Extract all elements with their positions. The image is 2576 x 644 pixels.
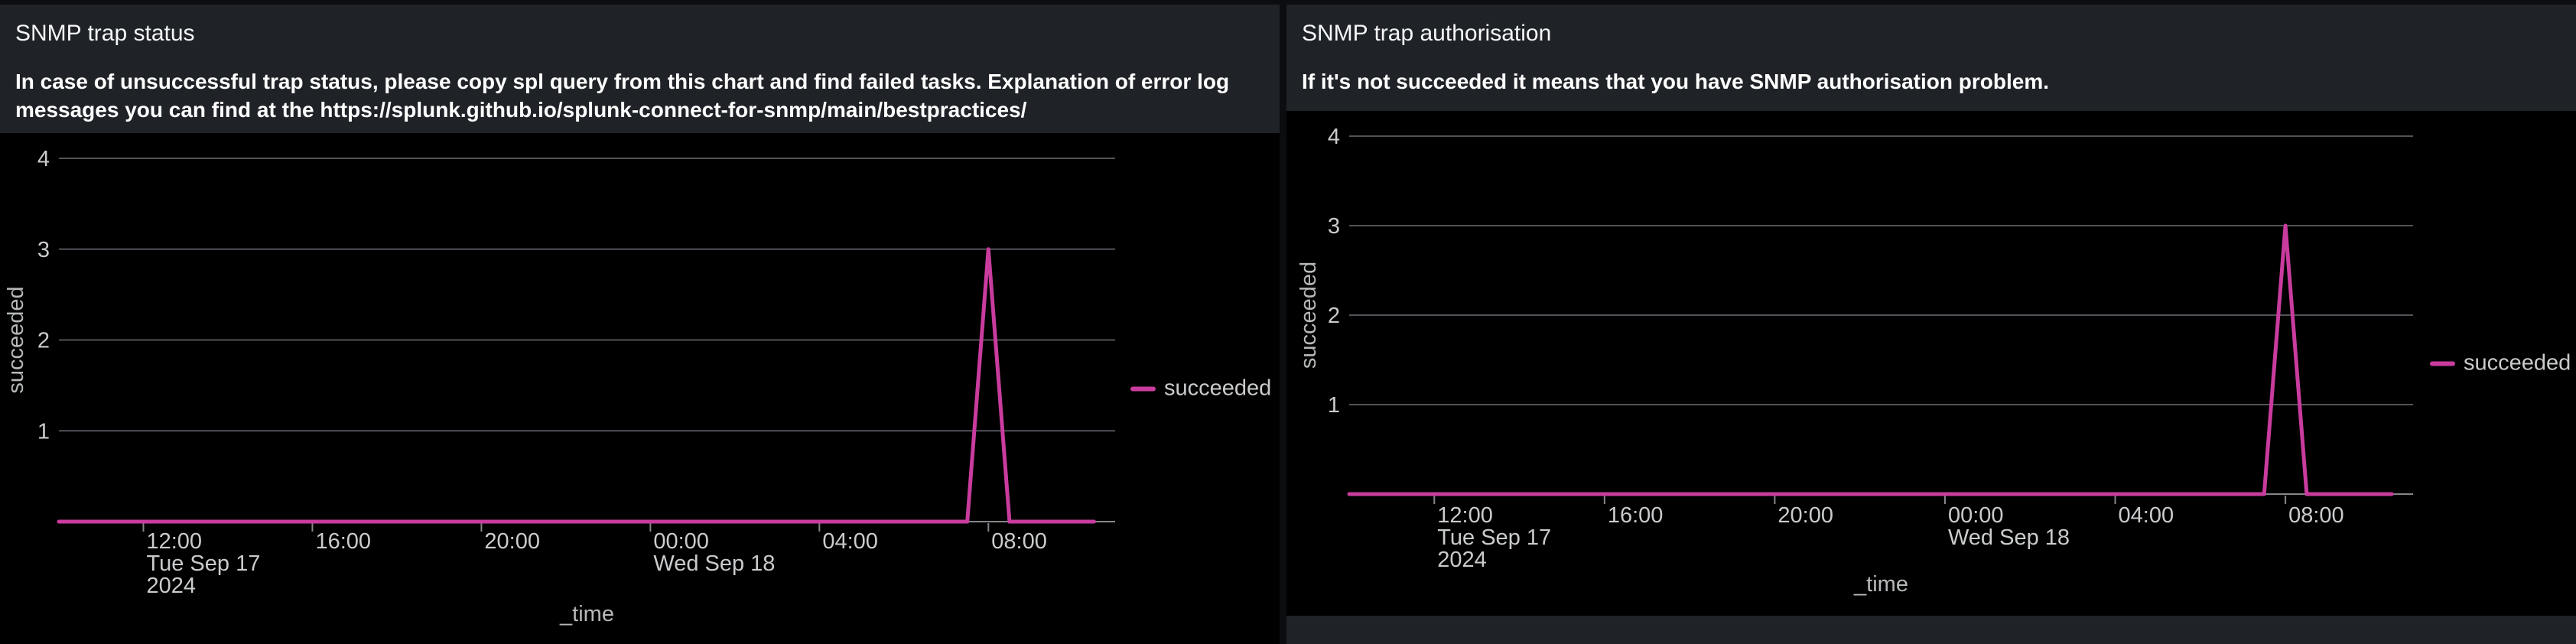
y-tick-label: 3 [37,238,50,262]
y-tick-label: 2 [37,329,50,353]
y-tick-label: 3 [1328,214,1340,239]
y-axis-title: succeeded [1296,262,1321,369]
x-tick-label: 12:00 [1437,503,1493,528]
panel-header: SNMP trap authorisation If it's not succ… [1286,5,2576,96]
x-tick-label: 2024 [1437,548,1487,572]
legend[interactable]: succeeded [1130,376,1271,402]
panel-description: In case of unsuccessful trap status, ple… [15,70,1230,122]
x-tick-label: 16:00 [315,529,371,554]
panel-header: SNMP trap status In case of unsuccessful… [0,5,1280,124]
x-tick-label: 00:00 [1948,503,2004,528]
series-line-succeeded[interactable] [57,247,1096,524]
y-axis-title: succeeded [4,286,28,393]
x-tick-label: 04:00 [822,529,878,554]
x-tick-label: Tue Sep 17 [1437,525,1551,550]
legend[interactable]: succeeded [2430,351,2571,376]
panel-title: SNMP trap authorisation [1302,21,1552,46]
panel-description: If it's not succeeded it means that you … [1302,70,2049,93]
x-axis-title: _time [1853,572,1908,597]
x-tick-label: 00:00 [653,529,709,554]
legend-swatch-icon [1130,386,1156,391]
legend-label: succeeded [2464,350,2571,376]
x-tick-label: 04:00 [2119,503,2174,528]
x-axis-title: _time [559,602,614,626]
x-tick-label: 12:00 [146,529,202,554]
x-tick-label: Wed Sep 18 [1948,525,2070,550]
series-line-succeeded[interactable] [1347,223,2394,496]
x-tick-label: 20:00 [484,529,540,554]
x-tick-label: 16:00 [1608,503,1664,528]
y-tick-label: 1 [1328,393,1340,418]
x-tick-label: 08:00 [2288,503,2344,528]
x-tick-label: Wed Sep 18 [653,551,775,576]
y-tick-label: 1 [37,419,50,444]
panel-snmp-trap-status: SNMP trap status In case of unsuccessful… [0,5,1280,644]
legend-label: succeeded [1164,376,1272,401]
x-tick-label: 08:00 [991,529,1047,554]
legend-swatch-icon [2430,361,2455,366]
panel-snmp-trap-authorisation: SNMP trap authorisation If it's not succ… [1286,5,2576,644]
y-tick-label: 2 [1328,304,1340,328]
x-tick-label: 20:00 [1778,503,1833,528]
x-tick-label: 2024 [146,574,196,598]
line-chart-trap-authorisation[interactable]: 12:00 Tue Sep 17 2024 16:00 20:00 00:00 Wed Se… [1286,111,2576,616]
x-tick-label: Tue Sep 17 [146,551,260,576]
y-tick-label: 4 [1328,125,1340,149]
line-chart-trap-status[interactable]: 12:00 Tue Sep 17 2024 16:00 20:00 00:00 Wed Se… [0,133,1280,644]
y-tick-label: 4 [37,147,50,171]
panel-title: SNMP trap status [15,21,195,46]
